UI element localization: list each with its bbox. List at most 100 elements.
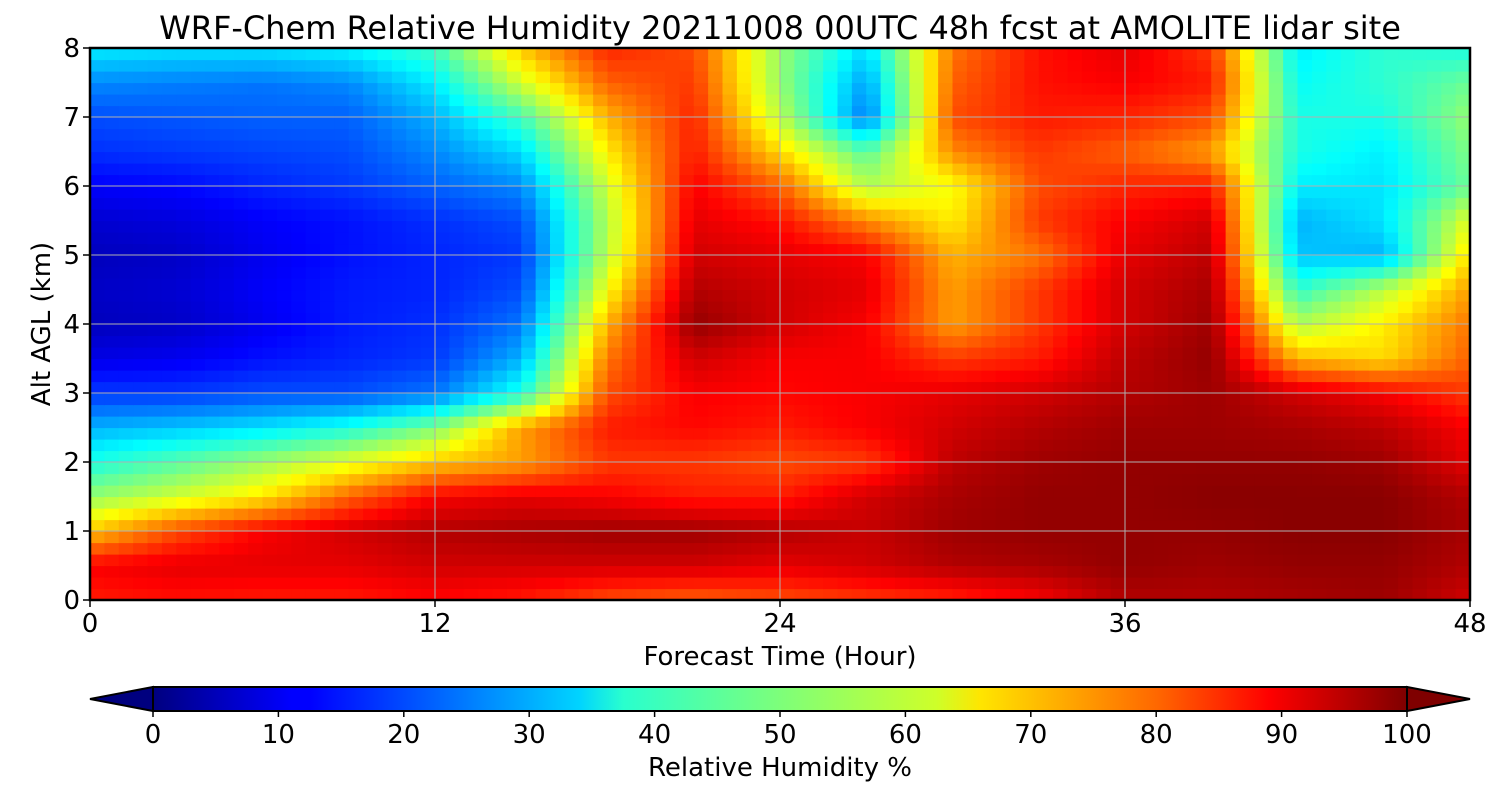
heatmap-cell — [1283, 542, 1299, 555]
heatmap-cell — [219, 278, 235, 291]
heatmap-cell — [449, 358, 465, 371]
heatmap-cell — [851, 542, 867, 555]
heatmap-cell — [463, 94, 479, 107]
heatmap-cell — [1297, 565, 1313, 578]
heatmap-cell — [550, 485, 565, 498]
heatmap-cell — [564, 94, 580, 107]
heatmap-cell — [851, 393, 867, 406]
heatmap-cell — [1369, 163, 1385, 176]
heatmap-cell — [895, 140, 910, 153]
heatmap-cell — [621, 370, 637, 383]
heatmap-cell — [837, 542, 853, 555]
heatmap-cell — [478, 577, 494, 590]
heatmap-cell — [780, 370, 795, 383]
heatmap-cell — [837, 243, 853, 256]
heatmap-cell — [176, 335, 192, 348]
heatmap-cell — [621, 462, 637, 475]
heatmap-cell — [147, 324, 163, 337]
heatmap-cell — [391, 381, 407, 394]
heatmap-cell — [348, 151, 364, 164]
heatmap-cell — [679, 197, 695, 210]
heatmap-cell — [808, 508, 824, 521]
heatmap-cell — [636, 105, 652, 118]
heatmap-cell — [1283, 140, 1299, 153]
heatmap-cell — [535, 312, 551, 325]
heatmap-cell — [665, 542, 680, 555]
heatmap-cell — [276, 588, 292, 600]
heatmap-cell — [276, 393, 292, 406]
heatmap-cell — [550, 82, 565, 95]
heatmap-cell — [1168, 473, 1184, 486]
heatmap-cell — [808, 588, 824, 600]
heatmap-cell — [233, 301, 249, 314]
heatmap-cell — [679, 577, 695, 590]
heatmap-cell — [334, 128, 350, 141]
heatmap-cell — [1412, 508, 1428, 521]
heatmap-cell — [1398, 485, 1414, 498]
heatmap-cell — [1110, 243, 1126, 256]
heatmap-cell — [1010, 370, 1025, 383]
heatmap-cell — [1024, 243, 1040, 256]
heatmap-cell — [1355, 255, 1370, 268]
heatmap-cell — [1283, 473, 1299, 486]
heatmap-cell — [1153, 197, 1169, 210]
heatmap-cell — [693, 588, 709, 600]
heatmap-cell — [1398, 335, 1414, 348]
heatmap-cell — [995, 485, 1011, 498]
heatmap-cell — [966, 232, 982, 245]
heatmap-cell — [535, 508, 551, 521]
heatmap-cell — [607, 416, 623, 429]
heatmap-cell — [1038, 163, 1054, 176]
heatmap-cell — [593, 94, 609, 107]
heatmap-cell — [1268, 427, 1284, 440]
heatmap-cell — [506, 508, 522, 521]
heatmap-cell — [895, 485, 910, 498]
heatmap-cell — [1326, 565, 1342, 578]
heatmap-cell — [506, 416, 522, 429]
heatmap-cell — [564, 381, 580, 394]
heatmap-cell — [1398, 393, 1414, 406]
heatmap-cell — [506, 531, 522, 544]
heatmap-cell — [650, 427, 666, 440]
heatmap-cell — [1024, 209, 1040, 222]
heatmap-cell — [1139, 232, 1155, 245]
heatmap-cell — [895, 59, 910, 72]
heatmap-cell — [1067, 289, 1083, 302]
heatmap-cell — [578, 301, 594, 314]
heatmap-cell — [1283, 508, 1299, 521]
heatmap-cell — [708, 473, 724, 486]
heatmap-cell — [981, 220, 997, 233]
heatmap-field — [90, 48, 1470, 600]
heatmap-cell — [205, 117, 220, 130]
heatmap-cell — [1182, 531, 1198, 544]
heatmap-cell — [679, 312, 695, 325]
heatmap-cell — [938, 565, 954, 578]
heatmap-cell — [233, 542, 249, 555]
heatmap-cell — [751, 347, 767, 360]
heatmap-cell — [1125, 335, 1140, 348]
heatmap-cell — [492, 289, 508, 302]
heatmap-cell — [478, 565, 494, 578]
heatmap-cell — [248, 427, 264, 440]
heatmap-cell — [1211, 312, 1227, 325]
heatmap-cell — [1196, 450, 1212, 463]
heatmap-cell — [1369, 577, 1385, 590]
heatmap-cell — [1455, 82, 1470, 95]
heatmap-cell — [248, 473, 264, 486]
heatmap-cell — [880, 531, 896, 544]
heatmap-cell — [780, 335, 795, 348]
heatmap-cell — [938, 393, 954, 406]
heatmap-cell — [320, 381, 335, 394]
heatmap-cell — [133, 71, 149, 84]
heatmap-cell — [291, 312, 307, 325]
heatmap-cell — [823, 163, 839, 176]
heatmap-cell — [708, 232, 724, 245]
heatmap-cell — [1455, 565, 1470, 578]
heatmap-cell — [478, 151, 494, 164]
heatmap-cell — [262, 588, 278, 600]
heatmap-cell — [765, 462, 781, 475]
heatmap-cell — [320, 473, 335, 486]
heatmap-cell — [981, 393, 997, 406]
heatmap-cell — [593, 381, 609, 394]
heatmap-cell — [550, 508, 565, 521]
